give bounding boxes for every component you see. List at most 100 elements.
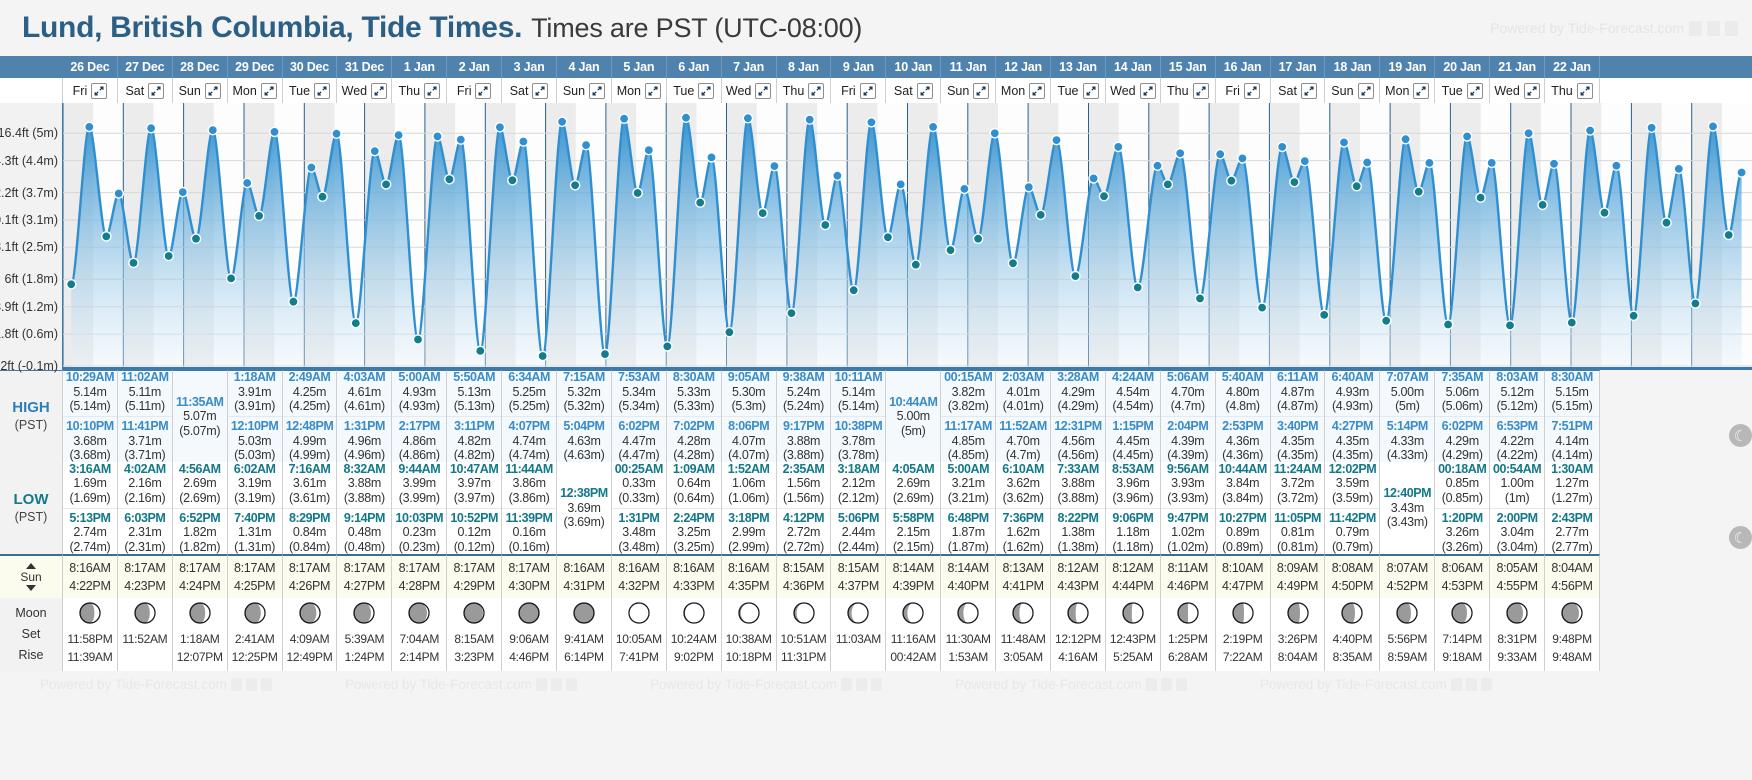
date-cell[interactable]: 4 Jan	[557, 56, 612, 78]
expand-icon[interactable]	[645, 82, 662, 99]
expand-icon[interactable]	[973, 82, 990, 99]
date-cell[interactable]: 13 Jan	[1051, 56, 1106, 78]
date-cell[interactable]: 26 Dec	[63, 56, 118, 78]
high-tide-time: 10:29AM	[65, 370, 115, 385]
low-tide-row: LOW (PST) 3:16AM 1.69m (1.69m) 5:13PM 2.74m(…	[0, 462, 1752, 554]
date-cell[interactable]: 28 Dec	[173, 56, 228, 78]
expand-icon[interactable]	[1523, 82, 1540, 99]
expand-icon[interactable]	[314, 82, 331, 99]
expand-icon[interactable]	[1466, 82, 1483, 99]
footer-watermark-chip-icon	[565, 678, 577, 691]
low-tide-height-alt: (3.61m)	[289, 490, 330, 505]
low-tide-height-metric: 2.44m	[841, 525, 876, 540]
expand-icon[interactable]	[916, 82, 933, 99]
date-cell[interactable]: 18 Jan	[1325, 56, 1381, 78]
low-tide-event: 11:39PM 0.16m (0.16m)	[502, 507, 557, 557]
date-cell[interactable]: 14 Jan	[1106, 56, 1161, 78]
date-cell[interactable]: 22 Jan	[1545, 56, 1600, 78]
date-cell[interactable]: 19 Jan	[1380, 56, 1436, 78]
expand-icon[interactable]	[1192, 82, 1209, 99]
expand-icon[interactable]	[91, 82, 108, 99]
high-tide-event: 8:30AM 5.15m (5.15m)	[1545, 368, 1599, 416]
high-tide-cell: 7:07AM 5.00m (5m) 5:14PM 4.33m (4.33m)	[1380, 368, 1436, 462]
expand-icon[interactable]	[148, 82, 165, 99]
date-cell[interactable]: 16 Jan	[1216, 56, 1271, 78]
high-tide-time: 6:53PM	[1496, 419, 1539, 433]
expand-icon[interactable]	[260, 82, 277, 99]
moon-phase-icon	[134, 602, 156, 631]
dayofweek-label: Tue	[288, 83, 311, 98]
date-cell[interactable]: 10 Jan	[886, 56, 942, 78]
moon-set-time: 10:24AM	[670, 632, 717, 647]
high-tide-height-alt: (4.29m)	[1057, 399, 1099, 414]
low-tide-height-alt: (1.31m)	[234, 539, 276, 554]
date-cell[interactable]: 17 Jan	[1271, 56, 1326, 78]
low-tide-cells: 3:16AM 1.69m (1.69m) 5:13PM 2.74m (2.74m) 4:02…	[63, 462, 1752, 554]
date-cell[interactable]: 6 Jan	[667, 56, 722, 78]
date-cell[interactable]: 11 Jan	[941, 56, 997, 78]
low-tide-event: 1:09AM 0.64m (0.64m)	[667, 460, 721, 508]
date-cell[interactable]: 3 Jan	[502, 56, 558, 78]
date-cell[interactable]: 12 Jan	[996, 56, 1052, 78]
high-tide-time: 10:44AM	[889, 394, 938, 409]
expand-icon[interactable]	[532, 82, 549, 99]
low-tide-time: 10:52PM	[450, 510, 498, 525]
high-tide-event: 7:53AM 5.34m (5.34m)	[612, 368, 666, 416]
date-cell[interactable]: 1 Jan	[392, 56, 448, 78]
expand-icon[interactable]	[371, 82, 388, 99]
date-cell[interactable]: 2 Jan	[447, 56, 503, 78]
expand-icon[interactable]	[1082, 82, 1099, 99]
low-tide-cell: 00:18AM 0.85m (0.85m) 1:20PM 3.26m (3.26m)	[1435, 462, 1491, 554]
dayofweek-label: Wed	[1110, 83, 1136, 98]
high-tide-event: 12:31PM 4.56m (4.56m)	[1051, 416, 1105, 465]
low-tide-height-metric: 3.88m	[1061, 476, 1095, 491]
date-cell[interactable]: 5 Jan	[612, 56, 667, 78]
date-cell[interactable]: 8 Jan	[777, 56, 832, 78]
date-cell[interactable]: 27 Dec	[118, 56, 173, 78]
tide-curve-plot[interactable]	[63, 103, 1752, 370]
high-tide-cell: 8:03AM 5.12m (5.12m) 6:53PM 4.22m (4.22m)	[1490, 370, 1546, 462]
expand-icon[interactable]	[204, 82, 221, 99]
low-tide-height-alt: (1.18m)	[1112, 539, 1154, 554]
high-tide-event: 2:53PM 4.36m (4.36m)	[1215, 416, 1270, 465]
high-tide-cell: 11:02AM 5.11m (5.11m) 11:41PM 3.71m (3.71m)	[117, 370, 173, 462]
dayofweek-label: Thu	[782, 83, 805, 98]
high-tide-event: 10:38PM 3.78m (3.78m)	[831, 416, 886, 465]
expand-icon[interactable]	[1243, 82, 1260, 99]
expand-icon[interactable]	[1357, 82, 1374, 99]
low-tide-cell: 8:53AM 3.96m (3.96m) 9:06PM 1.18m (1.18m)	[1105, 462, 1161, 554]
expand-icon[interactable]	[475, 82, 492, 99]
high-tide-height-alt: (4.39m)	[1167, 448, 1209, 463]
date-cell[interactable]: 9 Jan	[831, 56, 887, 78]
expand-icon[interactable]	[589, 82, 606, 99]
date-cell[interactable]: 7 Jan	[722, 56, 777, 78]
expand-icon[interactable]	[1139, 82, 1156, 99]
expand-icon[interactable]	[859, 82, 876, 99]
moon-phase-icon	[1067, 602, 1089, 624]
high-tide-event: 7:07AM 5.00m (5m)	[1380, 368, 1434, 416]
date-cell[interactable]: 20 Jan	[1435, 56, 1491, 78]
low-tide-height-metric: 1.31m	[237, 525, 272, 540]
expand-icon[interactable]	[1576, 82, 1593, 99]
sun-cell: 8:11AM 4:46PM	[1160, 554, 1216, 598]
expand-icon[interactable]	[424, 82, 441, 99]
expand-icon[interactable]	[698, 82, 715, 99]
expand-icon[interactable]	[755, 82, 772, 99]
low-tide-height-metric: 0.48m	[347, 525, 382, 540]
low-tide-time: 11:05PM	[1274, 510, 1321, 525]
date-cell[interactable]: 31 Dec	[337, 56, 393, 78]
expand-icon[interactable]	[1300, 82, 1317, 99]
high-tide-height-metric: 3.68m	[73, 433, 107, 448]
low-tide-height-alt: (2.99m)	[728, 539, 770, 554]
date-cell[interactable]: 21 Jan	[1490, 56, 1546, 78]
sunset-time: 4:56PM	[1551, 579, 1593, 593]
sun-cell: 8:12AM 4:44PM	[1105, 554, 1161, 598]
expand-icon[interactable]	[808, 82, 825, 99]
expand-icon[interactable]	[1029, 82, 1046, 99]
date-cell[interactable]: 15 Jan	[1161, 56, 1216, 78]
low-tide-event: 11:44AM 3.86m (3.86m)	[502, 460, 556, 508]
expand-icon[interactable]	[1413, 82, 1430, 99]
date-cell[interactable]: 29 Dec	[228, 56, 283, 78]
low-tide-event: 00:25AM 0.33m (0.33m)	[612, 460, 666, 508]
date-cell[interactable]: 30 Dec	[283, 56, 338, 78]
